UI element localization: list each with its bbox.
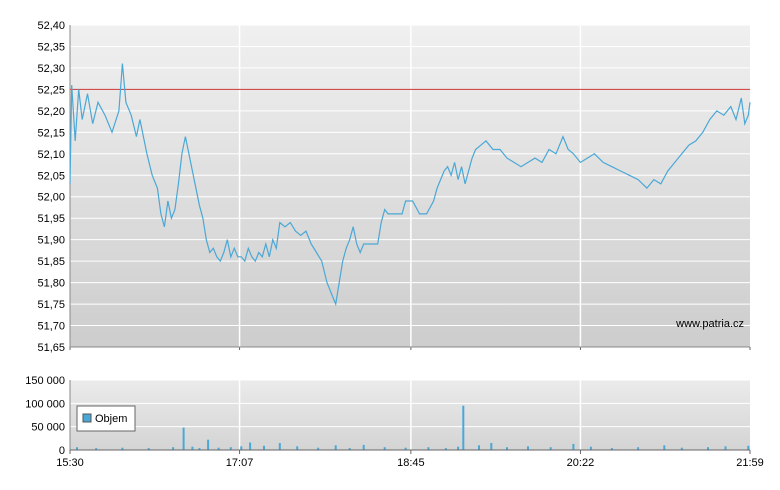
volume-bar (229, 447, 232, 450)
volume-y-axis: 0 50 000 100 000 150 000 (25, 375, 71, 457)
volume-bar (240, 446, 243, 450)
volume-bar (317, 447, 320, 450)
price-y-tick-label: 51,70 (37, 321, 65, 333)
watermark-text: www.patria.cz (675, 318, 744, 330)
price-y-tick-label: 52,40 (37, 20, 65, 32)
volume-bar (76, 447, 78, 450)
volume-bar (490, 443, 493, 450)
volume-bar (263, 445, 265, 450)
volume-bar (383, 447, 386, 450)
volume-bar (610, 448, 613, 450)
volume-bar (217, 447, 220, 450)
price-y-tick-label: 51,80 (37, 278, 65, 290)
volume-bar (182, 427, 185, 450)
volume-bar (198, 448, 201, 450)
volume-bar (527, 446, 529, 450)
volume-bar (724, 446, 727, 450)
volume-bar (121, 447, 124, 450)
price-y-tick-label: 51,90 (37, 235, 65, 247)
volume-bar (95, 448, 98, 450)
x-tick-label: 21:59 (736, 457, 764, 469)
volume-bar (457, 446, 460, 450)
price-y-tick-label: 52,20 (37, 106, 65, 118)
volume-bar (278, 443, 281, 450)
price-y-tick-label: 52,25 (37, 84, 65, 96)
volume-bar (444, 448, 447, 450)
price-y-tick-label: 52,30 (37, 63, 65, 75)
price-chart-panel: 51,65 51,70 51,75 51,80 51,85 51,90 51,95 52,00… (37, 20, 751, 354)
volume-bar (348, 448, 351, 450)
volume-bar (680, 447, 683, 450)
price-y-tick-label: 52,35 (37, 41, 65, 53)
volume-bar (207, 439, 210, 450)
x-tick-label: 18:45 (397, 457, 425, 469)
price-y-tick-label: 52,05 (37, 170, 65, 182)
volume-y-tick-label: 100 000 (25, 398, 65, 410)
volume-bar (296, 446, 299, 450)
volume-y-tick-label: 50 000 (31, 422, 65, 434)
price-y-tick-label: 51,65 (37, 342, 65, 354)
volume-y-tick-label: 0 (59, 445, 65, 457)
volume-bar (506, 447, 508, 450)
volume-bar (589, 446, 592, 450)
volume-bar (637, 447, 640, 450)
volume-bars (76, 405, 750, 450)
volume-bar (747, 445, 750, 450)
price-y-tick-label: 51,95 (37, 213, 65, 225)
legend-label: Objem (95, 413, 127, 425)
volume-y-tick-label: 150 000 (25, 375, 65, 387)
price-y-axis: 51,65 51,70 51,75 51,80 51,85 51,90 51,95 52,00… (37, 20, 71, 354)
price-plot-background (70, 25, 750, 347)
x-tick-label: 15:30 (56, 457, 84, 469)
x-tick-label: 20:22 (567, 457, 595, 469)
volume-bar (172, 447, 175, 450)
price-y-tick-label: 52,10 (37, 149, 65, 161)
volume-bar (572, 443, 575, 450)
legend-swatch-icon (82, 413, 92, 423)
volume-bar (549, 447, 552, 450)
volume-bar (334, 445, 337, 450)
volume-x-axis: 15:30 17:07 18:45 20:22 21:59 (56, 450, 764, 469)
volume-legend: Objem (76, 405, 136, 432)
volume-bar (478, 445, 480, 450)
volume-chart-panel: 0 50 000 100 000 150 000 15:30 17:07 18:45 20:… (25, 375, 764, 469)
volume-bar (404, 447, 407, 450)
volume-bar (191, 446, 194, 450)
x-tick-label: 17:07 (226, 457, 254, 469)
price-y-tick-label: 51,85 (37, 256, 65, 268)
volume-bar (362, 444, 365, 450)
volume-bar (663, 445, 666, 450)
price-series-line (69, 63, 751, 307)
volume-bar (147, 448, 150, 450)
volume-bar (249, 442, 252, 450)
price-y-tick-label: 51,75 (37, 299, 65, 311)
volume-bar (462, 405, 465, 450)
price-gridlines (70, 24, 750, 348)
volume-plot-background (70, 380, 750, 450)
price-y-tick-label: 52,00 (37, 192, 65, 204)
price-y-tick-label: 52,15 (37, 127, 65, 139)
volume-bar (707, 447, 709, 450)
volume-bar (427, 447, 430, 450)
